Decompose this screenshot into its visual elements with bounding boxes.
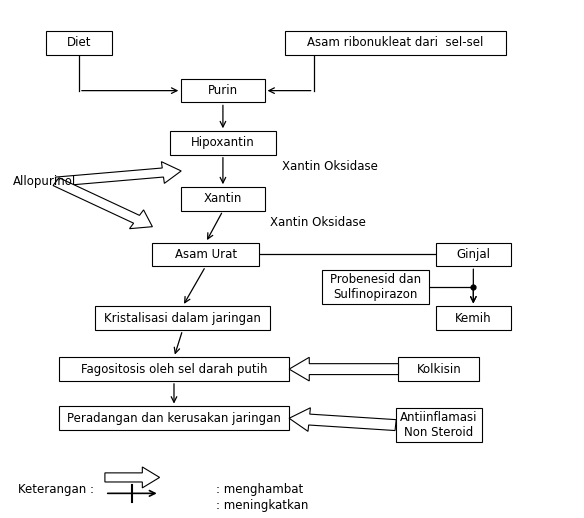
Text: Purin: Purin <box>208 84 238 97</box>
FancyBboxPatch shape <box>95 306 270 330</box>
Text: Kristalisasi dalam jaringan: Kristalisasi dalam jaringan <box>104 312 261 325</box>
Polygon shape <box>289 408 396 431</box>
FancyBboxPatch shape <box>395 408 482 442</box>
Text: Diet: Diet <box>67 36 91 49</box>
FancyBboxPatch shape <box>285 31 506 55</box>
Text: Kolkisin: Kolkisin <box>416 363 461 376</box>
FancyBboxPatch shape <box>170 131 276 155</box>
Polygon shape <box>105 467 159 488</box>
FancyBboxPatch shape <box>181 187 265 211</box>
Text: Keterangan :: Keterangan : <box>18 483 93 496</box>
FancyBboxPatch shape <box>436 242 511 266</box>
FancyBboxPatch shape <box>181 79 265 103</box>
Text: Antiinflamasi
Non Steroid: Antiinflamasi Non Steroid <box>400 411 478 439</box>
Text: : meningkatkan: : meningkatkan <box>216 498 308 512</box>
Text: Kemih: Kemih <box>455 312 492 325</box>
FancyBboxPatch shape <box>322 270 429 304</box>
Text: : menghambat: : menghambat <box>216 483 303 496</box>
FancyBboxPatch shape <box>46 31 112 55</box>
FancyBboxPatch shape <box>398 357 479 381</box>
FancyBboxPatch shape <box>436 306 511 330</box>
FancyBboxPatch shape <box>59 357 289 381</box>
Polygon shape <box>53 178 152 228</box>
FancyBboxPatch shape <box>59 407 289 430</box>
Text: Xantin Oksidase: Xantin Oksidase <box>270 215 366 228</box>
Text: Ginjal: Ginjal <box>456 248 491 261</box>
Polygon shape <box>289 357 398 381</box>
Text: Peradangan dan kerusakan jaringan: Peradangan dan kerusakan jaringan <box>67 412 281 425</box>
Text: Xantin Oksidase: Xantin Oksidase <box>282 160 378 173</box>
Text: Fagositosis oleh sel darah putih: Fagositosis oleh sel darah putih <box>81 363 267 376</box>
Polygon shape <box>55 162 181 186</box>
Text: Hipoxantin: Hipoxantin <box>191 136 255 150</box>
FancyBboxPatch shape <box>152 242 259 266</box>
Text: Xantin: Xantin <box>204 192 242 206</box>
Text: Asam ribonukleat dari  sel-sel: Asam ribonukleat dari sel-sel <box>307 36 484 49</box>
Text: Probenesid dan
Sulfinopirazon: Probenesid dan Sulfinopirazon <box>330 273 421 301</box>
Text: Asam Urat: Asam Urat <box>175 248 237 261</box>
Text: Allopurinol: Allopurinol <box>13 175 76 188</box>
